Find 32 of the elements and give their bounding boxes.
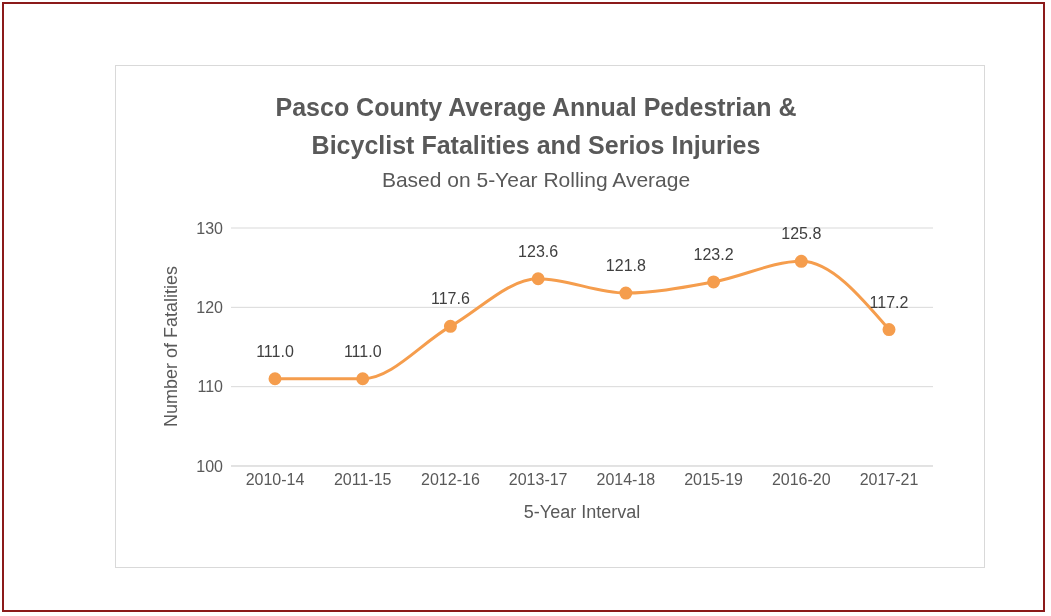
data-label: 117.6 — [431, 290, 470, 308]
x-tick-label: 2015-19 — [684, 471, 744, 489]
point — [443, 319, 457, 333]
data-label: 125.8 — [781, 225, 822, 243]
y-tick-label: 120 — [196, 299, 224, 317]
data-label: 111.0 — [256, 342, 294, 360]
y-axis-title: Number of Fatalities — [161, 265, 182, 427]
y-tick-label: 100 — [196, 457, 224, 475]
x-tick-label: 2016-20 — [771, 471, 831, 489]
point — [356, 372, 370, 386]
y-tick-label: 110 — [197, 378, 224, 396]
data-label: 123.2 — [693, 245, 734, 263]
x-tick-label: 2010-14 — [245, 471, 305, 489]
point — [531, 272, 545, 286]
chart-title: Pasco County Average Annual Pedestrian & Bicyclist Fatalities and Serios Injuries — [274, 92, 798, 161]
x-tick-label: 2012-16 — [421, 471, 480, 489]
x-axis-title: 5-Year Interval — [523, 502, 641, 522]
x-tick-label: 2014-18 — [596, 471, 656, 489]
data-label: 117.2 — [869, 293, 909, 311]
y-tick-label: 130 — [196, 219, 224, 237]
data-label: 123.6 — [518, 242, 559, 260]
chart-subtitle: Based on 5-Year Rolling Average — [380, 168, 692, 192]
x-tick-label: 2013-17 — [508, 471, 568, 489]
point — [619, 286, 633, 300]
point — [794, 254, 808, 268]
x-tick-label: 2017-21 — [859, 471, 919, 489]
point — [882, 323, 896, 337]
point — [268, 372, 282, 386]
data-label: 121.8 — [605, 257, 646, 275]
point — [707, 275, 721, 289]
data-label: 111.0 — [343, 342, 382, 360]
x-tick-label: 2011-15 — [333, 471, 392, 489]
